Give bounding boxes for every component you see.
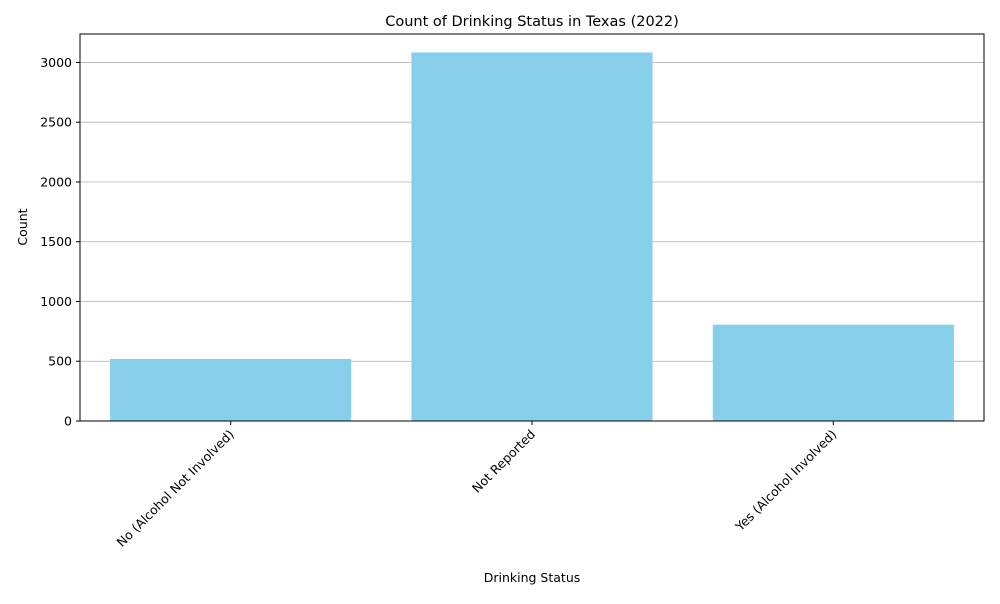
y-tick-label-1: 500	[48, 354, 72, 369]
labels: Count of Drinking Status in Texas (2022)…	[15, 14, 679, 585]
y-tick-label-6: 3000	[40, 55, 72, 70]
y-tick-label-3: 1500	[40, 234, 72, 249]
bar-1	[411, 52, 653, 421]
x-tick-label-0: No (Alcohol Not Involved)	[114, 427, 237, 550]
x-tick-label-1: Not Reported	[469, 427, 538, 496]
y-tick-label-0: 0	[64, 414, 72, 429]
x-axis-label: Drinking Status	[484, 570, 581, 585]
x-tick-label-2: Yes (Alcohol Involved)	[732, 427, 840, 535]
chart-title: Count of Drinking Status in Texas (2022)	[385, 14, 679, 30]
y-tick-label-5: 2500	[40, 115, 72, 130]
y-tick-label-2: 1000	[40, 294, 72, 309]
bar-2	[712, 324, 954, 421]
bar-0	[110, 358, 352, 421]
y-axis-label: Count	[15, 208, 30, 245]
bars	[110, 52, 954, 421]
y-tick-label-4: 2000	[40, 174, 72, 189]
